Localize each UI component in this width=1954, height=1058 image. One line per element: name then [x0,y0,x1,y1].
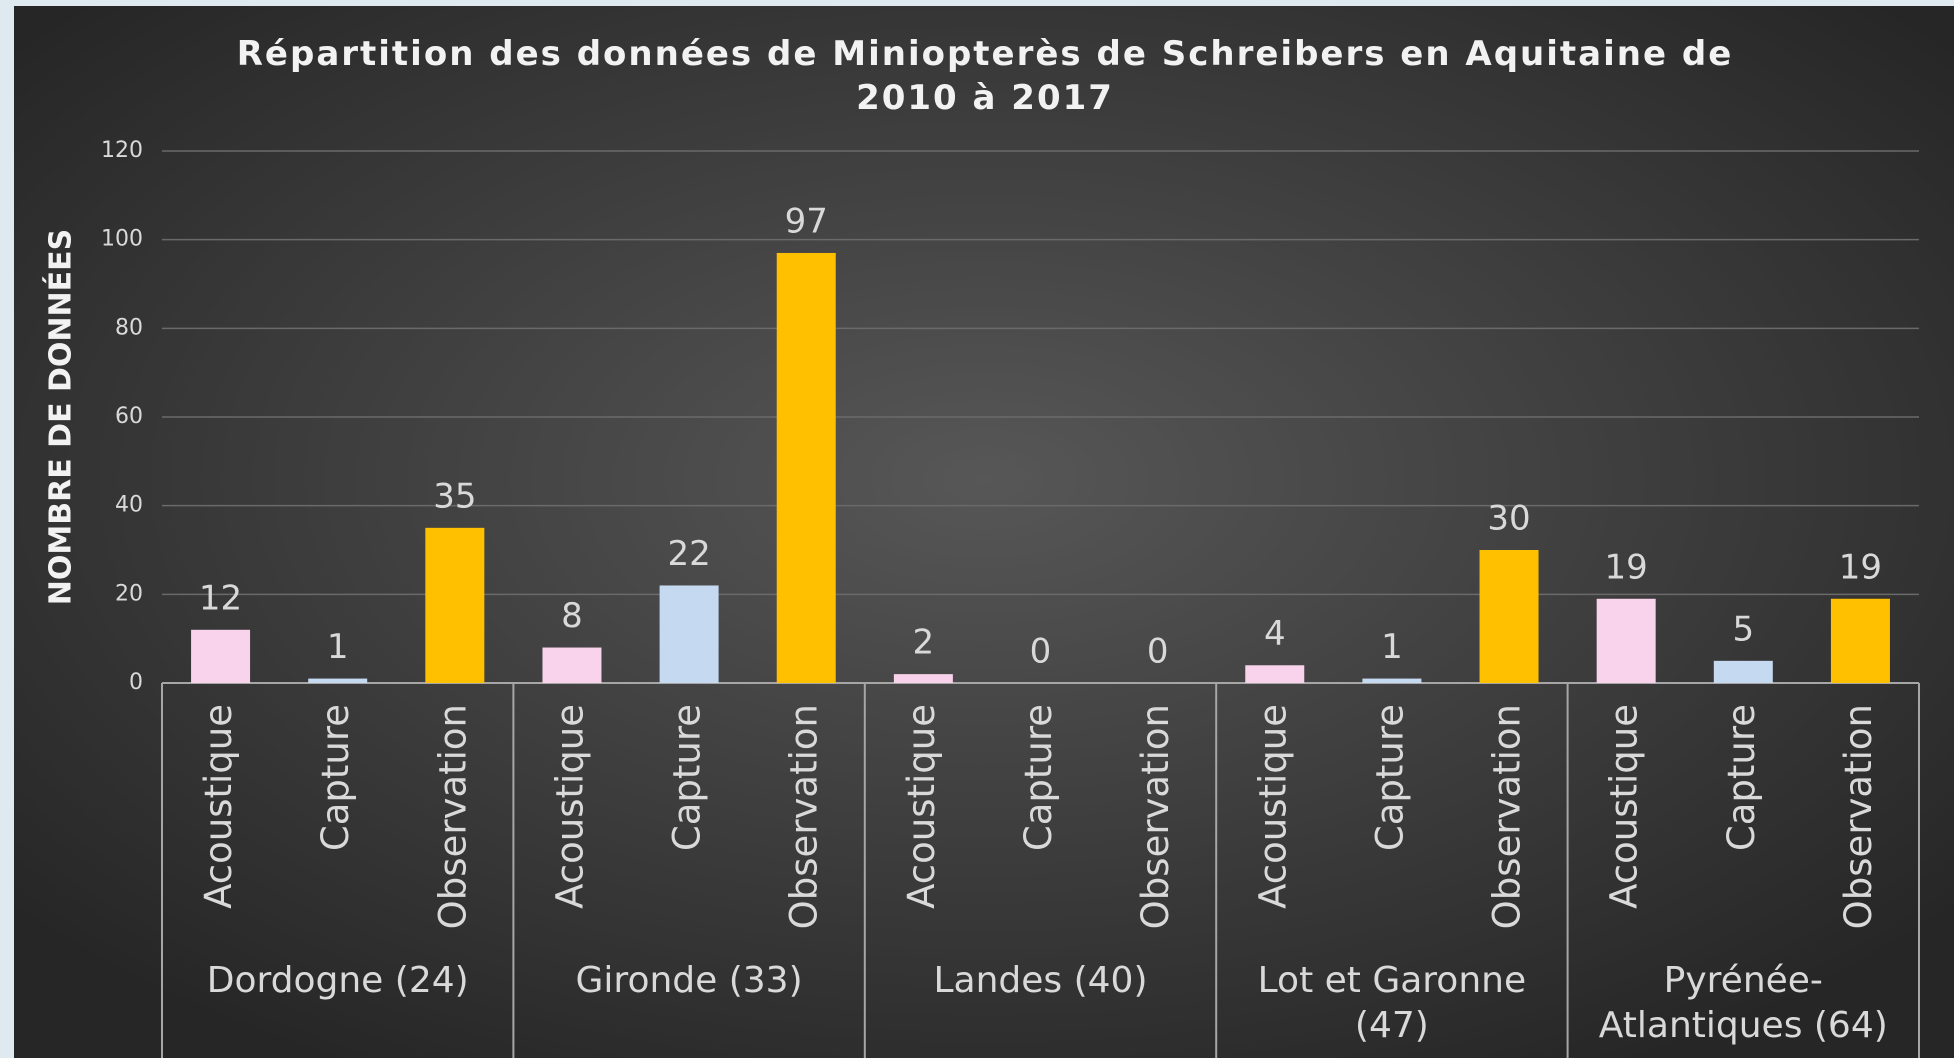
bar [659,585,719,683]
bar [776,252,836,683]
value-label: 1 [1381,627,1403,667]
x-subcategory-label: Capture [1720,704,1763,851]
chart-title: Répartition des données de Miniopterès d… [236,34,1734,118]
value-label: 0 [1147,632,1169,672]
y-axis-title: NOMBRE DE DONNÉES [43,229,79,605]
x-group-label: Pyrénée-Atlantiques (64) [1598,960,1888,1046]
value-label: 22 [667,534,710,574]
x-group-label: Dordogne (24) [206,960,469,1001]
value-label: 5 [1732,609,1754,649]
x-subcategory-label: Observation [431,704,474,929]
chart-background [14,6,1954,1058]
value-label: 30 [1487,499,1530,539]
value-label: 1 [327,627,349,667]
value-label: 0 [1030,632,1052,672]
y-tick-label: 60 [115,404,143,429]
x-group-label: Landes (40) [933,960,1148,1001]
x-group-label: Lot et Garonne (47) [1257,960,1527,1046]
value-label: 19 [1839,547,1882,587]
x-subcategory-label: Acoustique [1603,704,1646,909]
y-tick-label: 0 [129,670,143,695]
x-subcategory-label: Acoustique [1251,704,1294,909]
value-label: 2 [913,623,935,663]
x-subcategory-label: Observation [1486,704,1529,929]
bar [893,674,953,683]
bar [191,629,251,683]
y-tick-label: 100 [101,227,143,252]
x-subcategory-label: Acoustique [548,704,591,909]
x-subcategory-label: Observation [1134,704,1177,929]
bar [1713,660,1773,683]
y-tick-label: 120 [101,138,143,163]
y-tick-label: 20 [115,581,143,606]
bar [1830,598,1890,683]
x-subcategory-label: Capture [1368,704,1411,851]
value-label: 19 [1605,547,1648,587]
bar [308,678,368,683]
value-label: 35 [433,476,476,516]
value-label: 8 [561,596,583,636]
x-subcategory-label: Acoustique [197,704,240,909]
bar [542,647,602,683]
x-subcategory-label: Capture [1017,704,1060,851]
x-subcategory-label: Observation [783,704,826,929]
x-subcategory-label: Observation [1837,704,1880,929]
value-label: 12 [199,578,242,618]
x-subcategory-label: Capture [666,704,709,851]
bar [1362,678,1422,683]
bar [1479,550,1539,683]
value-label: 4 [1264,614,1286,654]
x-subcategory-label: Acoustique [900,704,943,909]
bar [1245,665,1305,683]
x-subcategory-label: Capture [314,704,357,851]
y-tick-label: 80 [115,315,143,340]
x-group-label: Gironde (33) [575,960,803,1001]
y-tick-label: 40 [115,493,143,518]
value-label: 97 [785,201,828,241]
bar [1596,598,1656,683]
bar [425,527,485,683]
